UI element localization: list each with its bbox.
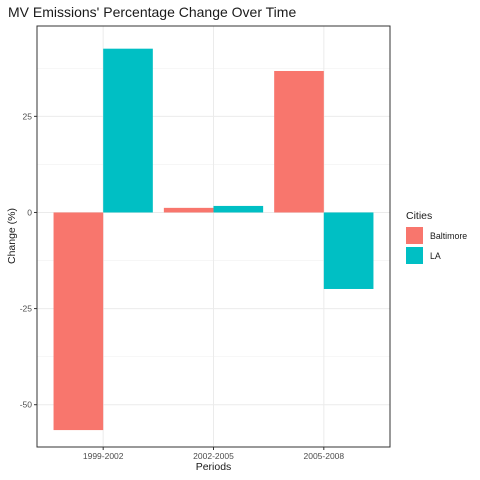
bar-baltimore-2002-2005 [163, 207, 214, 213]
legend: Cities Baltimore LA [406, 210, 467, 264]
y-tick-label: -25 [20, 304, 33, 314]
plot-panel [36, 25, 391, 448]
bars [53, 48, 374, 431]
legend-label-la: LA [430, 251, 441, 261]
y-axis-title: Change (%) [6, 208, 18, 264]
bar-la-2002-2005 [213, 205, 264, 213]
y-tick-label: 25 [23, 111, 33, 121]
y-tick-label: 0 [27, 207, 32, 217]
y-tick-label: -50 [20, 400, 33, 410]
bar-la-2005-2008 [323, 212, 374, 289]
legend-label-baltimore: Baltimore [430, 231, 467, 241]
bar-baltimore-1999-2002 [53, 212, 104, 431]
bar-baltimore-2005-2008 [274, 70, 324, 213]
bar-la-1999-2002 [103, 48, 153, 213]
x-axis: 1999-2002 2002-2005 2005-2008 [83, 447, 344, 461]
chart-title: MV Emissions' Percentage Change Over Tim… [8, 4, 296, 20]
x-tick-label: 2002-2005 [193, 451, 234, 461]
legend-swatch-la [406, 247, 423, 264]
x-tick-label: 1999-2002 [83, 451, 124, 461]
legend-swatch-baltimore [406, 227, 423, 244]
x-axis-title: Periods [196, 461, 232, 473]
legend-title: Cities [406, 210, 432, 222]
y-axis: -50 -25 0 25 [20, 111, 37, 410]
x-tick-label: 2005-2008 [303, 451, 344, 461]
